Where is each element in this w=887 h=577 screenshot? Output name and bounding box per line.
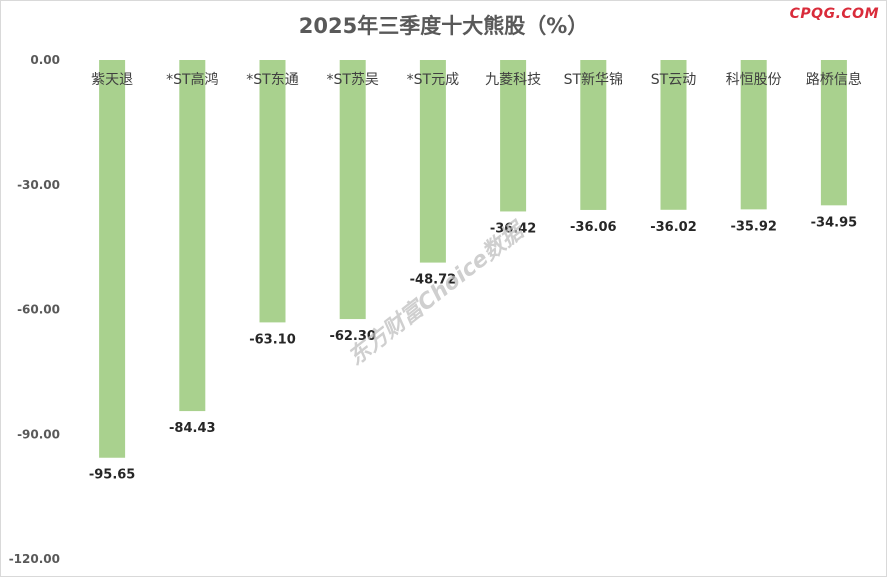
category-label: *ST高鸿 (166, 71, 218, 88)
bar (339, 60, 366, 320)
chart-title: 2025年三季度十大熊股（%） (298, 14, 589, 38)
data-label: -84.43 (169, 421, 216, 436)
data-label: -62.30 (329, 329, 376, 344)
category-label: 科恒股份 (726, 72, 782, 88)
data-label: -63.10 (249, 332, 296, 347)
bar (99, 60, 126, 458)
category-label: 路桥信息 (806, 71, 862, 88)
category-label: *ST苏吴 (326, 72, 378, 88)
category-label: 九菱科技 (485, 72, 541, 88)
y-tick-label: -30.00 (17, 178, 60, 192)
bar (580, 60, 607, 210)
y-tick-label: -90.00 (17, 427, 60, 441)
bar (740, 60, 767, 210)
data-label: -36.42 (490, 221, 537, 236)
y-tick-label: -60.00 (17, 303, 60, 317)
category-label: 紫天退 (91, 72, 133, 88)
category-label: ST云动 (651, 72, 696, 88)
data-label: -36.06 (570, 220, 617, 235)
data-label: -95.65 (89, 468, 136, 483)
y-tick-label: -120.00 (9, 552, 60, 566)
value-labels: -95.65 -84.43 -63.10 -62.30 -48.72 -36.42 -36.… (89, 215, 857, 482)
y-tick-label: 0.00 (30, 53, 60, 67)
bar (820, 60, 847, 206)
data-label: -34.95 (811, 215, 858, 230)
bar (660, 60, 687, 210)
category-label: *ST元成 (407, 72, 459, 88)
data-label: -48.72 (410, 273, 457, 288)
category-label: *ST东通 (246, 72, 298, 88)
category-labels: 紫天退 *ST高鸿 *ST东通 *ST苏吴 *ST元成 九菱科技 ST新华锦 ST云动 科恒股份… (91, 71, 862, 88)
bar (419, 60, 446, 263)
bar (259, 60, 286, 323)
data-label: -35.92 (730, 219, 777, 234)
bars (99, 60, 847, 458)
data-label: -36.02 (650, 220, 697, 235)
brand-logo: CPQG.COM (789, 6, 879, 22)
category-label: ST新华锦 (564, 71, 623, 88)
bar (500, 60, 527, 212)
y-axis: 0.00 -30.00 -60.00 -90.00 -120.00 (9, 53, 60, 566)
bar (179, 60, 206, 412)
